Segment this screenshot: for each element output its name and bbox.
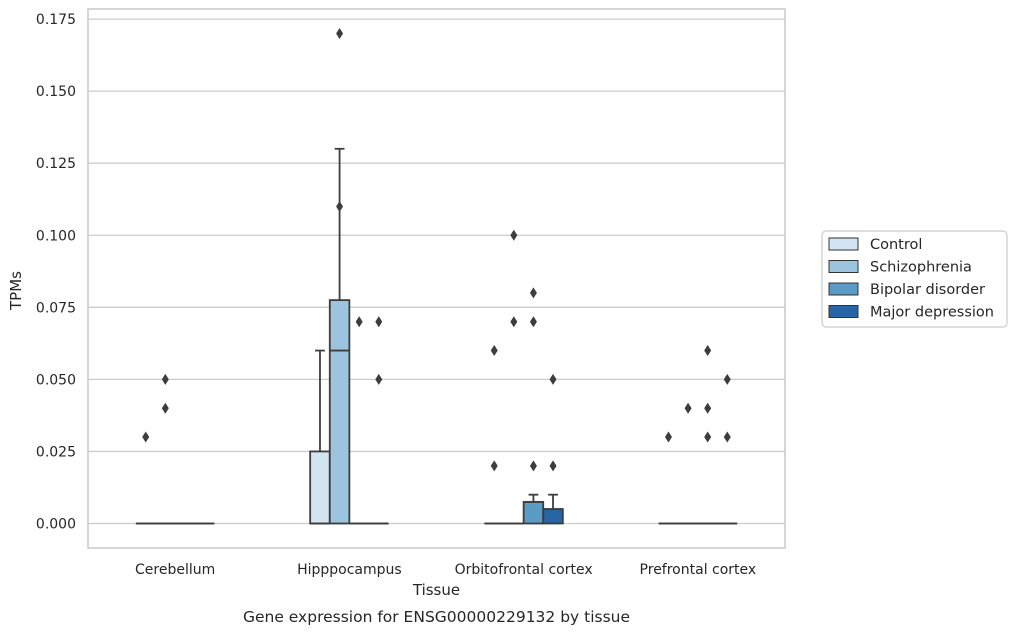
y-tick-label: 0.150 [36, 84, 76, 100]
box-group [135, 431, 156, 525]
outlier-point [490, 460, 498, 472]
y-tick-label: 0.175 [36, 12, 76, 28]
legend-swatch [828, 282, 859, 296]
outlier-point [684, 402, 692, 414]
x-axis-ticks: Cerebellum Hipppocampus Orbitofrontal cort… [135, 562, 756, 578]
box [309, 450, 331, 525]
box-group [349, 316, 369, 525]
outlier-point [549, 460, 557, 472]
y-tick-label: 0.000 [36, 517, 76, 533]
y-tick-label: 0.075 [36, 300, 76, 316]
box-group [717, 373, 738, 525]
box-group [484, 345, 505, 525]
box-group [678, 402, 698, 525]
outlier-point [355, 316, 363, 328]
outlier-point [704, 402, 712, 414]
legend-label: Bipolar disorder [870, 282, 985, 298]
box-group [658, 431, 679, 525]
box-plot-series [135, 28, 738, 525]
legend-label: Major depression [870, 305, 994, 321]
box-group [504, 229, 524, 525]
box [522, 500, 545, 525]
x-tick-label: Prefrontal cortex [640, 562, 757, 578]
outlier-point [336, 200, 344, 212]
box-group [155, 373, 176, 525]
y-tick-label: 0.025 [36, 444, 76, 460]
x-tick-label: Orbitofrontal cortex [455, 562, 593, 578]
box-group [542, 373, 564, 525]
outlier-point [723, 373, 731, 385]
outlier-point [375, 316, 383, 328]
outlier-point [529, 287, 537, 299]
legend-label: Control [870, 237, 922, 253]
outlier-point [510, 229, 518, 241]
outlier-point [336, 28, 344, 39]
outlier-point [704, 431, 712, 443]
y-tick-label: 0.125 [36, 156, 76, 172]
outlier-point [161, 373, 169, 385]
box [328, 299, 351, 525]
outlier-point [375, 373, 383, 385]
plot-frame [87, 8, 786, 549]
y-axis-ticks: 0.000 0.025 0.050 0.075 0.100 0.125 0.150 0.175 [36, 12, 76, 532]
outlier-point [664, 431, 672, 443]
legend-swatch [828, 237, 859, 251]
outlier-point [529, 316, 537, 328]
y-axis-title: TPMs [7, 271, 25, 311]
box-group [328, 28, 351, 525]
outlier-point [723, 431, 731, 443]
chart-caption: Gene expression for ENSG00000229132 by t… [243, 608, 630, 626]
x-tick-label: Hipppocampus [297, 562, 402, 578]
legend-swatch [828, 260, 859, 273]
gridlines [88, 18, 785, 525]
outlier-point [549, 373, 557, 385]
x-tick-label: Cerebellum [135, 562, 215, 578]
legend: Control Schizophrenia Bipolar disorder Majo… [821, 230, 1008, 328]
box-group [522, 287, 545, 525]
outlier-point [490, 345, 498, 357]
box [542, 508, 564, 525]
legend-frame [821, 230, 1008, 328]
outlier-point [510, 316, 518, 328]
y-tick-label: 0.050 [36, 372, 76, 388]
box-group [368, 316, 389, 525]
legend-label: Schizophrenia [870, 260, 972, 276]
y-tick-label: 0.100 [36, 228, 76, 244]
outlier-point [529, 460, 537, 472]
outlier-point [704, 345, 712, 357]
x-axis-title: Tissue [412, 581, 460, 599]
box-group [309, 349, 331, 525]
legend-swatch [828, 305, 859, 318]
box-group [697, 345, 718, 525]
outlier-point [161, 402, 169, 414]
outlier-point [142, 431, 150, 443]
